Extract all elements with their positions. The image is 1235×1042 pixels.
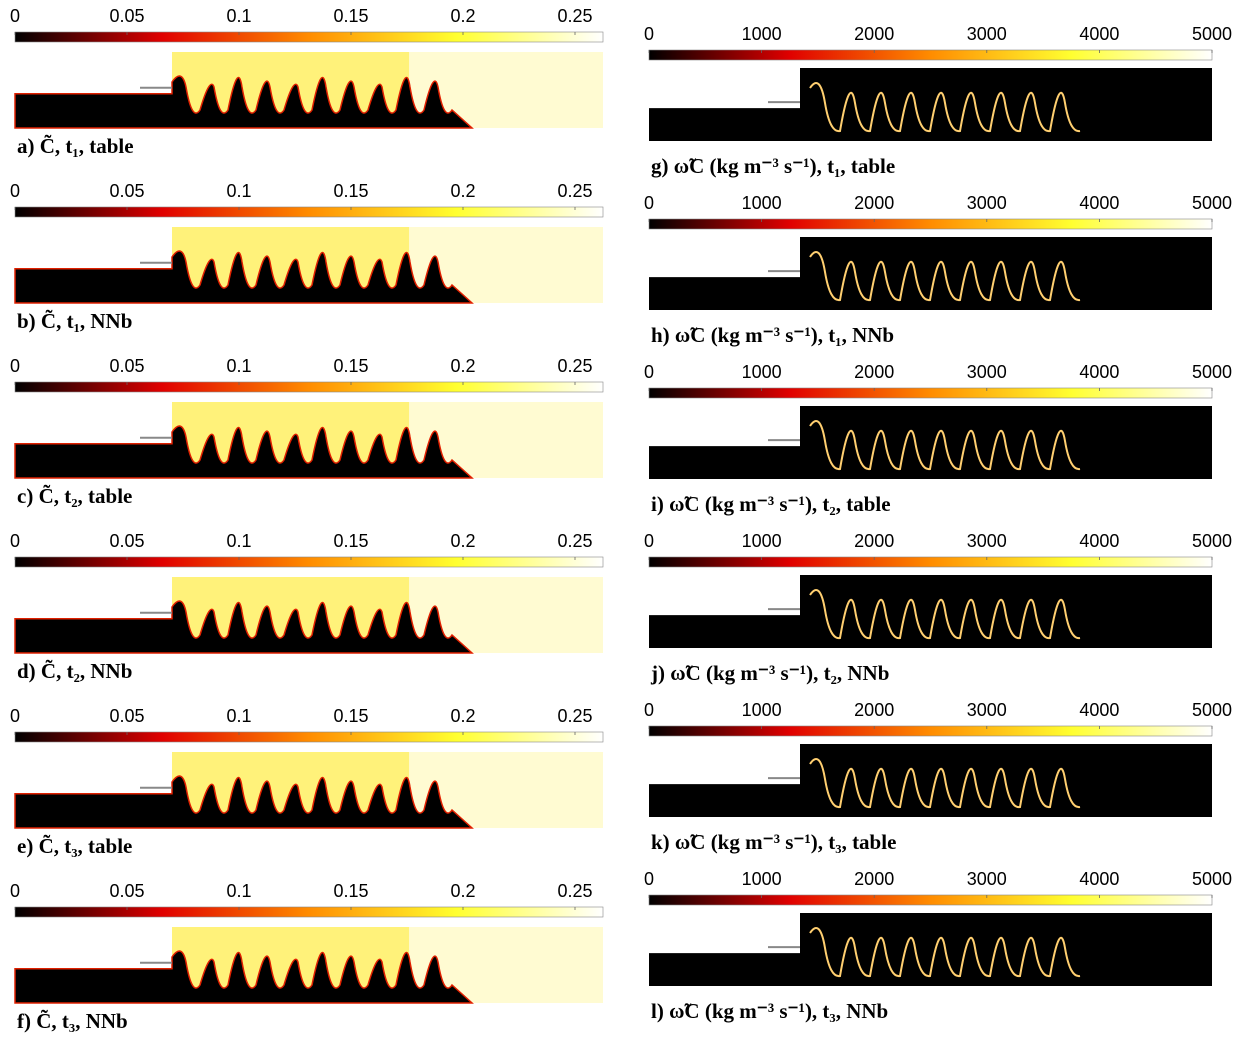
colorbar <box>649 557 1212 567</box>
colorbar-tick-label: 0.15 <box>333 881 368 901</box>
panel-caption: f) C̃, t₃, NNb <box>17 1009 128 1033</box>
colorbar-tick-label: 0.15 <box>333 356 368 376</box>
colorbar-tick-label: 0.1 <box>226 181 251 201</box>
colorbar-tick-label: 0.2 <box>450 531 475 551</box>
panel-caption: e) C̃, t₃, table <box>17 834 132 858</box>
colorbar-tick-label: 1000 <box>742 362 782 382</box>
colorbar-tick-label: 0.1 <box>226 6 251 26</box>
panel-caption: h) ω̃C (kg m⁻³ s⁻¹), t₁, NNb <box>651 323 894 347</box>
colorbar-tick-label: 0.25 <box>557 706 592 726</box>
colorbar <box>15 732 603 742</box>
colorbar-tick-label: 0.2 <box>450 181 475 201</box>
colorbar-tick-label: 0.05 <box>109 531 144 551</box>
colorbar-tick-label: 2000 <box>854 193 894 213</box>
colorbar-tick-label: 0 <box>644 531 654 551</box>
colorbar-tick-label: 5000 <box>1192 362 1232 382</box>
colorbar-tick-label: 0.25 <box>557 531 592 551</box>
colorbar <box>649 895 1212 905</box>
colorbar-tick-label: 1000 <box>742 193 782 213</box>
colorbar-tick-label: 0 <box>644 869 654 889</box>
colorbar-tick-label: 0 <box>10 706 20 726</box>
colorbar <box>649 726 1212 736</box>
panel-caption: j) ω̃C (kg m⁻³ s⁻¹), t₂, NNb <box>650 661 889 685</box>
panel-caption: d) C̃, t₂, NNb <box>17 659 132 683</box>
colorbar-tick-label: 0.05 <box>109 356 144 376</box>
colorbar-tick-label: 0.2 <box>450 706 475 726</box>
colorbar-tick-label: 3000 <box>967 193 1007 213</box>
colorbar-tick-label: 4000 <box>1079 362 1119 382</box>
colorbar-tick-label: 0 <box>644 193 654 213</box>
colorbar-tick-label: 0.2 <box>450 881 475 901</box>
colorbar-tick-label: 0.1 <box>226 531 251 551</box>
colorbar-tick-label: 0.25 <box>557 181 592 201</box>
colorbar-tick-label: 5000 <box>1192 700 1232 720</box>
colorbar-tick-label: 4000 <box>1079 531 1119 551</box>
colorbar-tick-label: 0.15 <box>333 6 368 26</box>
colorbar-tick-label: 0.05 <box>109 6 144 26</box>
panel-caption: g) ω̃C (kg m⁻³ s⁻¹), t₁, table <box>651 154 895 178</box>
colorbar-tick-label: 3000 <box>967 24 1007 44</box>
colorbar-tick-label: 0.2 <box>450 6 475 26</box>
colorbar-tick-label: 0 <box>644 700 654 720</box>
colorbar-tick-label: 0.05 <box>109 706 144 726</box>
colorbar-tick-label: 5000 <box>1192 193 1232 213</box>
colorbar <box>15 382 603 392</box>
colorbar-tick-label: 0 <box>10 356 20 376</box>
panel-caption: l) ω̃C (kg m⁻³ s⁻¹), t₃, NNb <box>651 999 888 1023</box>
colorbar <box>15 907 603 917</box>
colorbar-tick-label: 0.25 <box>557 356 592 376</box>
colorbar-tick-label: 0.2 <box>450 356 475 376</box>
colorbar-tick-label: 0.1 <box>226 706 251 726</box>
colorbar-tick-label: 0 <box>644 24 654 44</box>
colorbar-tick-label: 0 <box>10 6 20 26</box>
colorbar-tick-label: 0.1 <box>226 881 251 901</box>
colorbar-tick-label: 4000 <box>1079 700 1119 720</box>
colorbar-tick-label: 2000 <box>854 362 894 382</box>
panel-caption: c) C̃, t₂, table <box>17 484 132 508</box>
colorbar-tick-label: 3000 <box>967 869 1007 889</box>
colorbar-tick-label: 0 <box>10 881 20 901</box>
colorbar-tick-label: 1000 <box>742 531 782 551</box>
colorbar-tick-label: 2000 <box>854 700 894 720</box>
colorbar-tick-label: 2000 <box>854 531 894 551</box>
colorbar <box>649 219 1212 229</box>
colorbar-tick-label: 3000 <box>967 700 1007 720</box>
colorbar <box>15 32 603 42</box>
colorbar-tick-label: 5000 <box>1192 531 1232 551</box>
colorbar-tick-label: 0 <box>10 531 20 551</box>
colorbar-tick-label: 0.05 <box>109 181 144 201</box>
colorbar-tick-label: 0.15 <box>333 531 368 551</box>
colorbar-tick-label: 0.1 <box>226 356 251 376</box>
panel-caption: b) C̃, t₁, NNb <box>17 309 132 333</box>
colorbar <box>649 388 1212 398</box>
colorbar <box>15 207 603 217</box>
colorbar-tick-label: 0.05 <box>109 881 144 901</box>
colorbar-tick-label: 5000 <box>1192 24 1232 44</box>
colorbar-tick-label: 4000 <box>1079 869 1119 889</box>
colorbar-tick-label: 1000 <box>742 24 782 44</box>
colorbar <box>649 50 1212 60</box>
colorbar-tick-label: 0 <box>644 362 654 382</box>
colorbar-tick-label: 3000 <box>967 531 1007 551</box>
colorbar-tick-label: 0.25 <box>557 881 592 901</box>
colorbar-tick-label: 2000 <box>854 869 894 889</box>
figure: 0 0.05 0.1 0.15 0.2 0.25 a) C̃, t₁, table 0 0.05… <box>0 0 1235 1042</box>
colorbar-tick-label: 2000 <box>854 24 894 44</box>
colorbar-tick-label: 0 <box>10 181 20 201</box>
colorbar-tick-label: 0.15 <box>333 706 368 726</box>
colorbar-tick-label: 4000 <box>1079 24 1119 44</box>
panel-caption: a) C̃, t₁, table <box>17 134 134 158</box>
colorbar-tick-label: 4000 <box>1079 193 1119 213</box>
colorbar-tick-label: 1000 <box>742 869 782 889</box>
panel-caption: i) ω̃C (kg m⁻³ s⁻¹), t₂, table <box>651 492 891 516</box>
colorbar <box>15 557 603 567</box>
colorbar-tick-label: 5000 <box>1192 869 1232 889</box>
colorbar-tick-label: 0.25 <box>557 6 592 26</box>
colorbar-tick-label: 0.15 <box>333 181 368 201</box>
panel-caption: k) ω̃C (kg m⁻³ s⁻¹), t₃, table <box>651 830 896 854</box>
colorbar-tick-label: 1000 <box>742 700 782 720</box>
colorbar-tick-label: 3000 <box>967 362 1007 382</box>
